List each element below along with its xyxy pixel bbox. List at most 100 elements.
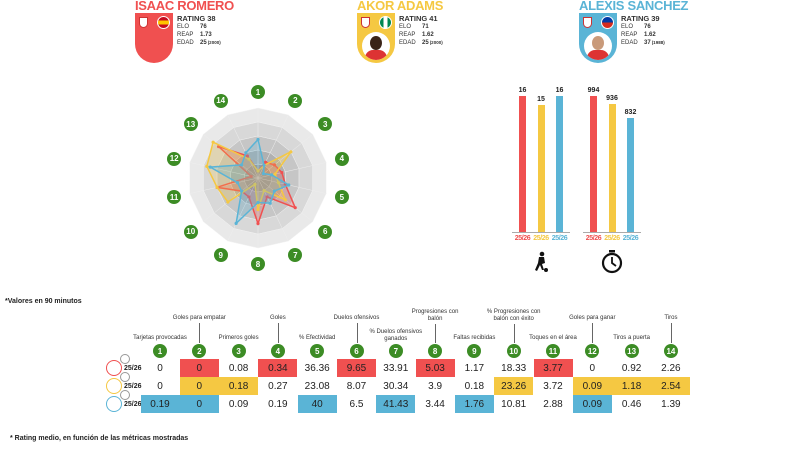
edad-label: EDAD <box>399 40 416 46</box>
header-leader-line <box>592 323 594 343</box>
reap-label: REAP <box>621 32 638 38</box>
radar-axis-label: 12 <box>167 151 182 166</box>
radar-point <box>262 189 266 193</box>
edad-value: 25 <box>200 40 207 46</box>
radar-chart <box>189 107 327 249</box>
header-leader-line <box>513 324 515 343</box>
column-header: Duelos ofensivos <box>333 315 380 321</box>
radar-point <box>280 170 284 175</box>
edad-value: 37 <box>644 40 651 46</box>
radar-point <box>283 198 287 202</box>
radar-spoke <box>257 177 327 194</box>
radar-point <box>247 157 251 161</box>
radar-point <box>211 140 215 144</box>
table-cell: 0.92 <box>621 362 642 374</box>
table-cell: 0.08 <box>228 362 249 374</box>
table-cell: 0.27 <box>268 380 288 392</box>
radar-point <box>215 185 219 189</box>
bar-baseline <box>512 232 570 233</box>
table-cell: 6.5 <box>349 398 364 410</box>
bar <box>556 96 563 232</box>
table-cell: 1.39 <box>661 398 681 410</box>
radar-point <box>245 154 249 158</box>
header-leader-line <box>199 323 201 343</box>
column-header: Progresiones con balón <box>411 309 459 322</box>
table-cell: 1.18 <box>612 377 652 395</box>
radar-axis-label: 14 <box>213 93 228 108</box>
radar-axis-label: 8 <box>251 257 265 271</box>
elo-value: 76 <box>200 24 207 30</box>
table-cell: 0.18 <box>464 380 485 392</box>
metric-number: 6 <box>349 344 364 358</box>
radar-axis-label: 2 <box>288 93 303 108</box>
radar-spoke <box>257 114 289 179</box>
bar <box>537 104 545 232</box>
bar-baseline <box>583 232 641 233</box>
player-badge <box>357 13 395 63</box>
bar-season-label: 25/26 <box>604 235 620 242</box>
bar-value: 15 <box>537 95 545 103</box>
radar-spoke <box>227 114 259 179</box>
player-name: ALEXIS SÁNCHEZ <box>579 0 689 13</box>
radar-point <box>272 189 277 193</box>
radar-point <box>249 174 253 179</box>
elo-label: ELO <box>177 24 190 30</box>
table-cell: 2.54 <box>651 377 691 395</box>
player-stats: RATING 41 ELO 71 REAP 1.62 EDAD 25(2000) <box>399 14 443 47</box>
metric-number: 1 <box>153 344 167 358</box>
bar <box>519 96 526 232</box>
table-cell: 0 <box>157 362 163 374</box>
bar-season-label: 25/26 <box>551 235 568 242</box>
column-header: Tiros a puerta <box>613 335 650 341</box>
radar-point <box>268 201 272 205</box>
bar-season-label: 25/26 <box>585 235 602 242</box>
table-cell: 40 <box>297 395 337 413</box>
metric-number: 4 <box>270 344 285 358</box>
row-season: 25/26 <box>124 383 142 390</box>
table-cell: 23.26 <box>494 377 534 395</box>
radar-axis-label: 3 <box>318 117 333 132</box>
chile-flag-icon <box>601 16 614 29</box>
reap-value: 1.62 <box>422 32 434 38</box>
club-logo-icon <box>120 354 130 364</box>
bar-value: 16 <box>555 87 564 94</box>
birth-year: (2000) <box>429 40 443 45</box>
radar-point <box>265 195 269 199</box>
radar-point <box>293 206 297 210</box>
birth-year: (2000) <box>207 40 221 45</box>
bar-season-label: 25/26 <box>514 235 531 242</box>
rating-value: 39 <box>651 14 660 23</box>
column-header: Toques en el área <box>529 335 577 341</box>
radar-point <box>235 181 240 185</box>
radar-point <box>270 173 274 177</box>
table-cell: 0.09 <box>572 377 612 395</box>
table-cell: 0 <box>179 377 219 395</box>
radar-point <box>226 200 230 204</box>
player-photo <box>362 32 390 60</box>
rating-label: RATING <box>399 14 428 23</box>
table-cell: 41.43 <box>376 395 416 413</box>
elo-value: 76 <box>644 24 651 30</box>
radar-point <box>262 163 266 167</box>
table-cell: 0.09 <box>572 395 612 413</box>
radar-point <box>276 181 281 185</box>
edad-label: EDAD <box>621 40 638 46</box>
reap-value: 1.73 <box>200 32 212 38</box>
player-row-icon <box>106 396 122 412</box>
radar-point <box>256 207 260 212</box>
radar-axis-label: 5 <box>334 190 349 205</box>
table-cell: 2.26 <box>661 362 681 374</box>
radar-axis-label: 4 <box>334 151 349 166</box>
table-cell: 0 <box>179 359 219 377</box>
radar-axis-label: 9 <box>213 248 228 263</box>
column-header: Goles para empatar <box>172 315 226 321</box>
bar <box>590 96 597 232</box>
club-logo-icon <box>120 390 130 400</box>
table-cell: 18.33 <box>501 362 527 374</box>
radar-point <box>239 189 244 193</box>
radar-point <box>244 151 248 155</box>
table-cell: 3.9 <box>428 380 443 392</box>
player-name: ISAAC ROMERO <box>135 0 234 13</box>
reap-label: REAP <box>399 32 416 38</box>
player-badge <box>135 13 173 63</box>
